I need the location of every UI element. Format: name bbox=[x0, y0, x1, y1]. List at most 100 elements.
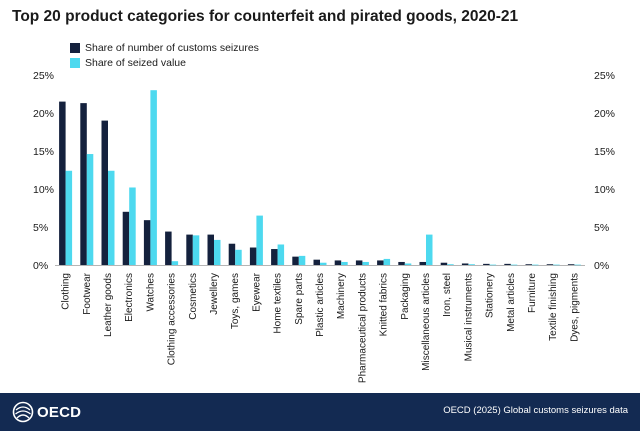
x-tick-label: Spare parts bbox=[294, 273, 305, 325]
bar-seizures bbox=[313, 259, 320, 265]
bar-seized-value bbox=[341, 261, 348, 265]
bar-seizures bbox=[504, 263, 511, 265]
x-tick-label: Machinery bbox=[336, 273, 347, 319]
y-tick-label-left: 10% bbox=[33, 184, 54, 196]
bar-seized-value bbox=[65, 170, 73, 265]
x-tick-label: Leather goods bbox=[103, 273, 114, 337]
x-tick-label: Clothing bbox=[61, 273, 72, 310]
x-tick-label: Iron, steel bbox=[442, 273, 453, 317]
oecd-logo: OECD bbox=[12, 401, 81, 423]
bar-seized-value bbox=[192, 235, 200, 265]
bar-seizures bbox=[525, 264, 532, 265]
bar-seized-value bbox=[383, 258, 391, 265]
y-tick-label-right: 25% bbox=[594, 70, 615, 82]
x-tick-label: Electronics bbox=[124, 273, 135, 322]
bar-seizures bbox=[101, 120, 108, 265]
x-tick-label: Toys, games bbox=[230, 273, 241, 329]
bar-seized-value bbox=[489, 264, 497, 266]
bar-seized-value bbox=[362, 261, 369, 265]
bar-seized-value bbox=[256, 215, 263, 265]
bar-seizures bbox=[228, 243, 236, 265]
x-tick-label: Watches bbox=[145, 273, 156, 312]
bar-seizures bbox=[59, 101, 66, 265]
bar-seizures bbox=[461, 263, 469, 265]
bar-seized-value bbox=[171, 261, 179, 265]
y-tick-label-left: 15% bbox=[33, 146, 54, 158]
bar-seizures bbox=[186, 234, 193, 265]
bar-seizures bbox=[143, 220, 151, 265]
bar-seizures bbox=[546, 264, 554, 265]
bar-seized-value bbox=[86, 154, 94, 265]
x-tick-label: Cosmetics bbox=[188, 273, 199, 320]
x-tick-label: Jewellery bbox=[209, 273, 220, 315]
bar-seizures bbox=[567, 264, 575, 265]
footer-bar: OECD OECD (2025) Global customs seizures… bbox=[0, 393, 640, 431]
bar-seizures bbox=[483, 263, 490, 265]
legend-label-seizures: Share of number of customs seizures bbox=[85, 41, 259, 54]
x-tick-label: Miscellaneous articles bbox=[421, 273, 432, 371]
bar-seized-value bbox=[553, 264, 560, 266]
bar-seized-value bbox=[277, 244, 285, 265]
y-tick-label-right: 15% bbox=[594, 146, 615, 158]
bar-seized-value bbox=[404, 263, 412, 265]
source-note: OECD (2025) Global customs seizures data bbox=[443, 405, 628, 416]
legend-item-value: Share of seized value bbox=[70, 56, 259, 69]
bar-seizures bbox=[249, 247, 257, 265]
y-tick-label-left: 20% bbox=[33, 108, 54, 120]
bar-seized-value bbox=[320, 262, 327, 265]
bar-seized-value bbox=[510, 264, 518, 266]
legend-label-value: Share of seized value bbox=[85, 56, 186, 69]
x-tick-label: Dyes, pigments bbox=[569, 273, 580, 342]
x-tick-label: Musical instruments bbox=[463, 273, 474, 361]
x-tick-label: Knitted fabrics bbox=[379, 273, 390, 336]
oecd-logo-text: OECD bbox=[37, 403, 82, 421]
bar-seizures bbox=[419, 261, 426, 265]
x-tick-label: Metal articles bbox=[506, 273, 517, 332]
bar-seized-value bbox=[298, 255, 306, 265]
legend: Share of number of customs seizures Shar… bbox=[70, 41, 259, 71]
x-tick-label: Footwear bbox=[82, 272, 93, 314]
bar-seized-value bbox=[235, 249, 242, 265]
y-tick-label-right: 5% bbox=[594, 222, 609, 234]
bar-seizures bbox=[334, 260, 342, 265]
legend-item-seizures: Share of number of customs seizures bbox=[70, 41, 259, 54]
chart-title: Top 20 product categories for counterfei… bbox=[12, 8, 519, 25]
bar-seizures bbox=[377, 260, 384, 265]
y-tick-label-right: 20% bbox=[594, 108, 615, 120]
x-tick-label: Home textiles bbox=[273, 273, 284, 334]
bar-seizures bbox=[440, 262, 448, 265]
x-tick-label: Packaging bbox=[400, 273, 411, 320]
bar-seized-value bbox=[129, 187, 136, 265]
bar-seizures bbox=[80, 103, 87, 266]
bar-seized-value bbox=[150, 90, 157, 265]
bar-seized-value bbox=[468, 264, 475, 265]
legend-swatch-seizures bbox=[70, 42, 80, 53]
x-tick-label: Textile finishing bbox=[548, 273, 559, 341]
oecd-globe-icon bbox=[12, 401, 34, 423]
bar-seizures bbox=[398, 261, 405, 265]
x-tick-label: Pharmaceutical products bbox=[357, 273, 368, 383]
bar-seized-value bbox=[426, 234, 433, 265]
y-tick-label-left: 5% bbox=[33, 222, 48, 234]
x-tick-label: Plastic articles bbox=[315, 273, 326, 337]
bar-seizures bbox=[122, 211, 130, 265]
x-tick-label: Clothing accessories bbox=[167, 273, 178, 365]
bar-seized-value bbox=[574, 264, 581, 266]
bar-seizures bbox=[271, 249, 278, 265]
bar-seized-value bbox=[214, 239, 221, 265]
x-tick-label: Stationery bbox=[485, 273, 496, 318]
y-tick-label-right: 0% bbox=[594, 260, 609, 272]
x-tick-label: Furniture bbox=[527, 273, 538, 313]
legend-swatch-value bbox=[70, 57, 80, 68]
x-tick-label: Eyewear bbox=[251, 272, 262, 312]
y-tick-label-left: 0% bbox=[33, 260, 48, 272]
y-tick-label-left: 25% bbox=[33, 70, 54, 82]
bar-seizures bbox=[165, 231, 172, 265]
bar-seized-value bbox=[532, 264, 539, 266]
bar-chart: 25% 25% 20% 20% 15% 15% 10% 10% 5% 5% 0% 0% Clothing… bbox=[33, 70, 615, 383]
bar-seizures bbox=[292, 256, 299, 265]
bar-seized-value bbox=[447, 264, 454, 265]
bar-seizures bbox=[207, 234, 214, 265]
y-tick-label-right: 10% bbox=[594, 184, 615, 196]
bar-seized-value bbox=[108, 170, 115, 265]
